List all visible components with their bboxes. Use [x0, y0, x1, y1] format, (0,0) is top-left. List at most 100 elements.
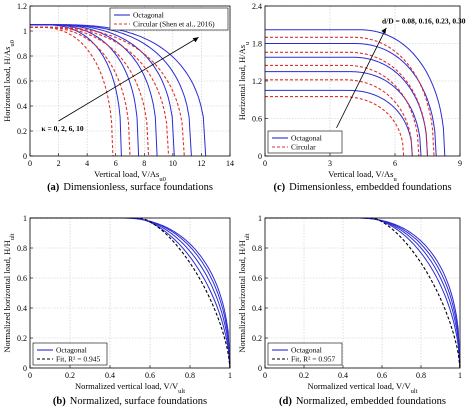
panel-caption: (b) Normalized, surface foundations [53, 396, 207, 407]
y-tick-label: 0.6 [252, 115, 262, 124]
series-circular-line [265, 79, 413, 157]
series-fit-line [265, 217, 461, 369]
panel-caption: (a) Dimensionless, surface foundations [47, 182, 213, 193]
y-tick-label: 0.2 [252, 334, 262, 343]
x-tick-label: 6 [114, 159, 118, 168]
x-tick-label: 0.2 [299, 371, 309, 380]
caption-letter: (c) [273, 182, 285, 193]
x-tick-label: 0 [28, 371, 32, 380]
y-tick-label: 0.8 [17, 244, 27, 253]
x-axis-label: Vertical load, V/Asu [328, 169, 397, 183]
series-octagonal-line [30, 24, 122, 157]
y-axis-label: Horizontal load, H/Asu0 [2, 40, 16, 122]
y-tick-label: 0 [23, 364, 27, 373]
x-tick-label: 12 [197, 159, 205, 168]
annotation-arrow [336, 27, 387, 129]
y-tick-label: 0.4 [252, 304, 262, 313]
plot-frame [29, 5, 231, 157]
legend-box [267, 130, 343, 154]
caption-letter: (d) [279, 396, 292, 407]
x-tick-label: 0.6 [377, 371, 387, 380]
series-circular-line [30, 26, 150, 157]
y-axis-label: Normalized horizontal load, H/Hult [237, 233, 251, 352]
x-axis-label-text: Vertical load, V/As [328, 169, 393, 179]
plot-frame [264, 5, 461, 157]
x-axis-label: Normalized vertical load, V/Vult [307, 381, 417, 395]
y-axis-label: Horizontal load, H/Asu [237, 41, 251, 120]
legend-box [267, 342, 343, 366]
x-axis-label: Vertical load, V/Asu0 [94, 169, 166, 183]
panel-caption: (d) Normalized, embedded foundations [279, 396, 446, 407]
x-tick-label: 0.8 [185, 371, 195, 380]
y-tick-label: 0.8 [252, 244, 262, 253]
legend-label: Fit, R² = 0.945 [56, 355, 100, 364]
y-axis-label-text: Normalized horizontal load, H/H [2, 240, 12, 352]
annotation-arrowhead [381, 27, 387, 34]
plot-frame [264, 217, 461, 369]
legend-box [109, 7, 229, 31]
y-axis-label-text: Horizontal load, H/As [237, 45, 247, 120]
series-octagonal-line [265, 217, 461, 369]
annotation-arrow [58, 36, 199, 122]
panel-b: 0 0.2 0.4 0.6 0.8 1 0 0.2 0.4 0.6 0.8 1 OctagonalFit… [2, 214, 232, 407]
y-axis-label-text: Horizontal load, H/As [2, 47, 12, 122]
x-axis-label-sub: u0 [159, 176, 166, 183]
series-fit-line [30, 217, 231, 369]
legend-label: Octagonal [133, 11, 164, 20]
series-octagonal-line [30, 217, 231, 369]
y-tick-label: 0.4 [17, 304, 27, 313]
x-tick-label: 10 [169, 159, 177, 168]
caption-text: Dimensionless, embedded foundations [289, 182, 451, 193]
y-axis-label-sub: u0 [9, 40, 16, 47]
plot-frame [29, 217, 231, 369]
x-axis-label-sub: ult [411, 388, 418, 395]
x-tick-label: 1 [458, 371, 462, 380]
y-tick-label: 1 [258, 214, 262, 223]
annotation-arrowhead [192, 37, 199, 43]
annotation-label: κ = 0, 2, 6, 10 [41, 124, 83, 133]
x-tick-label: 1 [228, 371, 232, 380]
y-tick-label: 2.4 [252, 2, 262, 11]
legend-label: Octagonal [291, 134, 322, 143]
y-tick-label: 0 [23, 152, 27, 161]
caption-letter: (a) [47, 182, 60, 193]
series-octagonal-line [265, 43, 437, 157]
legend-label: Circular [291, 143, 316, 152]
x-tick-label: 14 [226, 159, 234, 168]
y-tick-label: 0.4 [17, 102, 27, 111]
y-tick-label: 0.2 [17, 334, 27, 343]
caption-text: Normalized, surface foundations [70, 396, 207, 407]
x-tick-label: 4 [85, 159, 89, 168]
x-tick-label: 0 [263, 371, 267, 380]
x-tick-label: 2 [57, 159, 61, 168]
series-octagonal-line [265, 71, 422, 157]
x-axis-label-sub: ult [178, 388, 185, 395]
x-tick-label: 8 [142, 159, 146, 168]
y-tick-label: 1.2 [252, 77, 262, 86]
y-tick-label: 1.8 [252, 40, 262, 49]
y-tick-label: 0 [258, 152, 262, 161]
series-circular-line [265, 64, 420, 157]
y-axis-label-text: Normalized horizontal load, H/H [237, 240, 247, 352]
y-axis-label-sub: ult [244, 233, 251, 240]
x-tick-label: 0 [28, 159, 32, 168]
series-circular-line [30, 26, 131, 157]
series-circular-line [265, 96, 405, 157]
legend-label: Octagonal [56, 346, 87, 355]
caption-letter: (b) [53, 396, 66, 407]
series-octagonal-line [265, 29, 446, 157]
y-tick-label: 0.6 [17, 274, 27, 283]
x-axis-label-sub: u [393, 176, 397, 183]
y-axis-label-sub: ult [9, 233, 16, 240]
caption-text: Dimensionless, surface foundations [63, 182, 213, 193]
x-tick-label: 0.4 [105, 371, 115, 380]
legend-box [32, 342, 108, 366]
x-axis-label-text: Normalized vertical load, V/V [75, 381, 179, 391]
series-octagonal-line [265, 89, 413, 157]
x-tick-label: 0.6 [145, 371, 155, 380]
